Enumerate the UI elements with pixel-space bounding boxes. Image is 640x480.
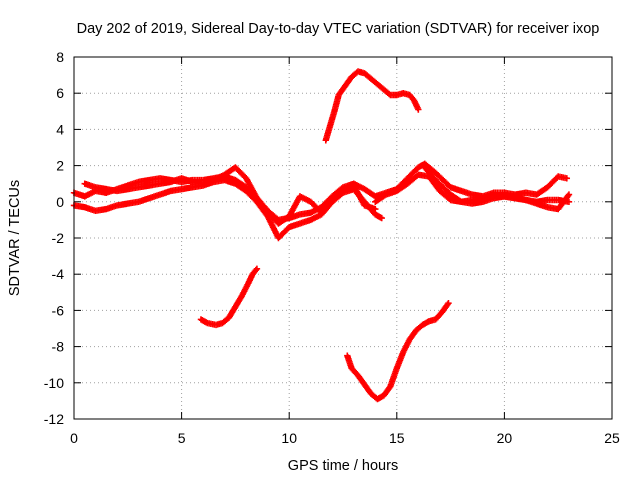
grid bbox=[74, 57, 612, 419]
x-tick-label: 10 bbox=[281, 430, 297, 446]
data-point bbox=[445, 299, 452, 307]
data-point bbox=[378, 214, 385, 222]
y-tick-label: 0 bbox=[56, 194, 64, 210]
series-arc-h bbox=[344, 299, 452, 403]
y-tick-label: 4 bbox=[56, 121, 64, 137]
y-tick-label: -4 bbox=[52, 266, 65, 282]
x-tick-label: 25 bbox=[604, 430, 620, 446]
series-arc-e bbox=[421, 164, 573, 213]
x-tick-label: 15 bbox=[389, 430, 405, 446]
data-point bbox=[564, 192, 572, 200]
x-tick-label: 0 bbox=[70, 430, 78, 446]
chart-title: Day 202 of 2019, Sidereal Day-to-day VTE… bbox=[77, 21, 600, 37]
data-point bbox=[253, 265, 261, 272]
y-tick-label: -12 bbox=[44, 411, 64, 427]
y-axis-label: SDTVAR / TECUs bbox=[7, 180, 23, 296]
y-tick-label: -2 bbox=[52, 230, 65, 246]
x-tick-label: 20 bbox=[497, 430, 513, 446]
data-point bbox=[444, 301, 451, 308]
y-tick-label: 6 bbox=[56, 85, 64, 101]
data-point bbox=[565, 191, 573, 198]
y-tick-label: -6 bbox=[52, 302, 65, 318]
data-points bbox=[70, 68, 573, 403]
y-tick-label: 8 bbox=[56, 49, 64, 65]
x-tick-label: 5 bbox=[178, 430, 186, 446]
data-point bbox=[563, 175, 571, 182]
y-tick-label: 2 bbox=[56, 158, 64, 174]
data-point bbox=[415, 106, 422, 113]
series-arc-c bbox=[70, 176, 379, 242]
y-tick-label: -8 bbox=[52, 339, 65, 355]
x-axis-label: GPS time / hours bbox=[288, 458, 398, 474]
series-arc-f bbox=[322, 68, 422, 144]
axes: -12 -10 -8 -6 -4 -2 0 2 4 6 8 0 5 10 15 20 25 bbox=[44, 49, 620, 446]
series-arc-g bbox=[197, 265, 261, 329]
data-point bbox=[372, 205, 379, 213]
y-tick-label: -10 bbox=[44, 375, 64, 391]
